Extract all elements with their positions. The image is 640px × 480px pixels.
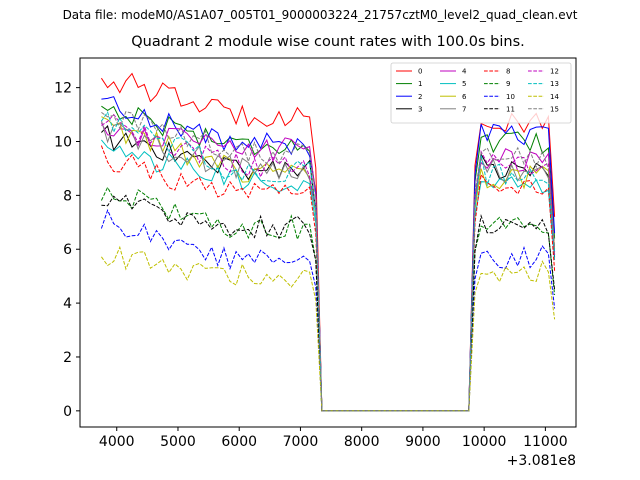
y-tick-label: 2 [63,350,72,366]
y-axis: 0 2 4 6 8 10 12 [54,81,80,420]
legend-label: 6 [462,93,467,101]
y-tick-label: 4 [63,296,72,312]
x-tick-label: 11000 [523,434,568,450]
x-tick-label: 7000 [283,434,319,450]
x-tick-label: 6000 [221,434,257,450]
x-tick-label: 9000 [405,434,441,450]
chart-title: Quadrant 2 module wise count rates with … [131,34,525,50]
y-tick-label: 6 [63,242,72,258]
y-tick-label: 0 [63,404,72,420]
series-line-11 [101,194,556,412]
legend-label: 9 [506,80,510,88]
legend-label: 10 [506,93,515,101]
series-line-4 [100,122,556,412]
series-line-15 [101,111,556,412]
series-line-3 [101,125,556,412]
x-tick-label: 8000 [344,434,380,450]
y-tick-label: 10 [54,134,72,150]
legend-label: 2 [418,93,422,101]
series-line-5 [101,139,556,412]
series-line-12 [101,113,556,412]
y-tick-label: 8 [63,188,72,204]
x-axis: 4000 5000 6000 7000 8000 9000 10000 11000 [99,427,568,450]
legend-label: 11 [506,105,515,113]
series-line-13 [100,111,556,412]
series-line-10 [100,208,556,412]
legend-label: 14 [550,93,559,101]
legend-label: 3 [418,105,422,113]
legend-label: 5 [462,80,466,88]
legend-label: 7 [462,105,466,113]
legend-label: 13 [550,80,559,88]
y-tick-label: 12 [54,81,72,97]
legend-label: 12 [550,68,559,76]
x-tick-label: 10000 [462,434,507,450]
x-tick-label: 5000 [160,434,196,450]
legend-box [390,62,572,124]
legend-label: 15 [550,105,559,113]
series-line-0 [100,72,556,412]
series-line-9 [100,186,556,412]
figure-suptitle: Data file: modeM0/AS1A07_005T01_90000032… [62,8,578,22]
legend-label: 4 [462,68,467,76]
x-tick-label: 4000 [99,434,135,450]
legend-label: 0 [418,68,422,76]
x-axis-offset-label: +3.081e8 [507,453,576,469]
plot-frame [79,57,577,428]
legend-label: 8 [506,68,510,76]
series-lines [100,72,556,412]
legend-label: 1 [418,80,422,88]
series-line-14 [100,245,556,412]
